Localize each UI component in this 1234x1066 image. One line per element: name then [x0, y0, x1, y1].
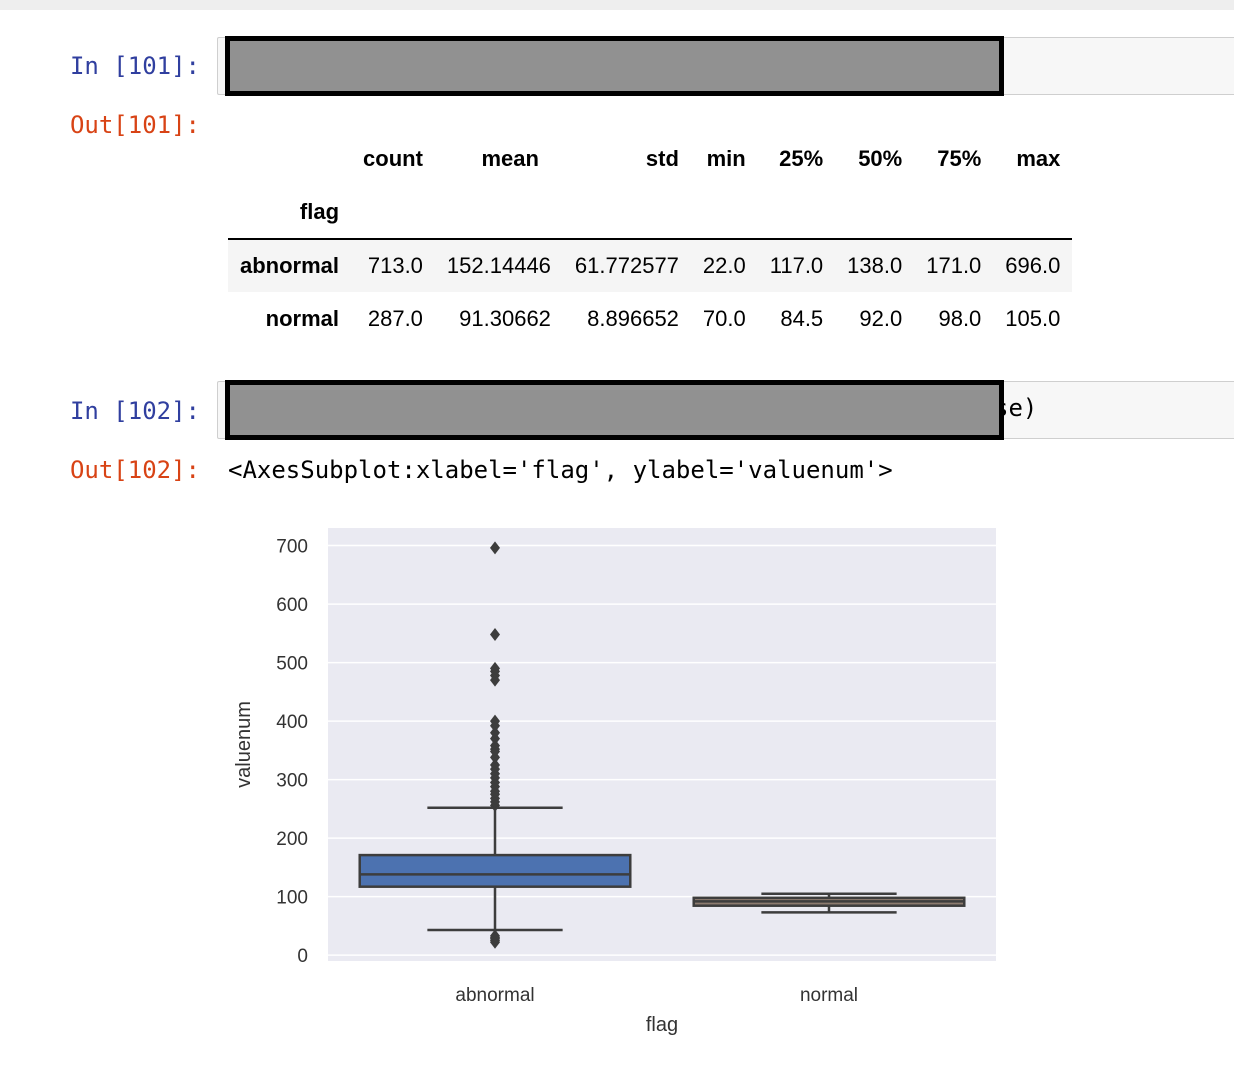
table-cell: 92.0 [859, 305, 903, 331]
boxplot-chart: 0 100 200 300 400 500 600 700 abnormal normal flag… [233, 528, 996, 1036]
y-axis-label: valuenum [233, 701, 255, 788]
x-axis-label: flag [646, 1014, 678, 1036]
table-corner [228, 132, 351, 186]
code-cell-101[interactable] [217, 36, 1234, 96]
outlier-point [490, 714, 500, 728]
outlier-point [490, 661, 500, 675]
input-prompt-102: In [102]: [69, 397, 200, 425]
table-cell: 713.0 [367, 253, 423, 278]
redacted-code-block [225, 380, 1004, 440]
outlier-point [490, 739, 500, 753]
table-cell: 8.896652 [587, 305, 679, 331]
column-header: mean [481, 146, 539, 171]
table-cell: 138.0 [847, 253, 903, 278]
table-cell: 696.0 [1005, 253, 1061, 278]
row-label: normal [265, 305, 340, 331]
plot-background [328, 528, 996, 961]
column-header: min [706, 146, 746, 171]
code-cell-102[interactable]: se) [217, 380, 1234, 440]
x-tick-label: abnormal [455, 985, 534, 1006]
table-cell: 84.5 [780, 305, 824, 331]
table-cell: 91.30662 [459, 305, 551, 331]
y-tick-label: 600 [276, 595, 308, 616]
notebook-top-strip [0, 0, 1234, 10]
table-cell: 152.14446 [446, 253, 551, 278]
y-tick-label: 700 [276, 537, 308, 558]
column-header: 50% [858, 146, 903, 171]
table-cell: 22.0 [702, 253, 746, 278]
output-prompt-102: Out[102]: [69, 456, 200, 484]
table-cell: 105.0 [1005, 305, 1061, 331]
axes-repr-output: <AxesSubplot:xlabel='flag', ylabel='valu… [228, 456, 893, 484]
describe-dataframe: count mean std min 25% 50% 75% max flag … [228, 132, 1073, 345]
table-header-row: count mean std min 25% 50% 75% max [228, 132, 1072, 186]
y-tick-label: 0 [297, 946, 308, 967]
row-label: abnormal [240, 253, 340, 278]
outlier-point [490, 627, 500, 641]
y-tick-label: 500 [276, 654, 308, 675]
redacted-code-block [225, 36, 1004, 96]
table-index-name-row: flag [228, 186, 1073, 239]
column-header: count [363, 146, 423, 171]
column-header: 75% [937, 146, 982, 171]
outlier-point [490, 929, 500, 943]
box-abnormal [358, 853, 632, 888]
index-name: flag [299, 199, 340, 224]
table-cell: 61.772577 [574, 253, 679, 278]
table-cell: 98.0 [938, 305, 982, 331]
table-row: abnormal 713.0 152.14446 61.772577 22.0 … [228, 239, 1073, 292]
input-prompt-101: In [101]: [69, 52, 200, 80]
y-tick-label: 100 [276, 888, 308, 909]
table-cell: 171.0 [926, 253, 982, 278]
output-prompt-101: Out[101]: [69, 111, 200, 139]
column-header: max [1016, 146, 1061, 171]
y-tick-label: 400 [276, 712, 308, 733]
outlier-point [490, 726, 500, 740]
table-cell: 117.0 [769, 253, 824, 278]
outlier-point [490, 541, 500, 555]
x-tick-label: normal [800, 985, 858, 1006]
column-header: 25% [779, 146, 824, 171]
column-header: std [645, 146, 679, 171]
table-cell: 287.0 [367, 305, 423, 331]
table-cell: 70.0 [702, 305, 746, 331]
y-tick-label: 300 [276, 771, 308, 792]
table-row: normal 287.0 91.30662 8.896652 70.0 84.5… [228, 292, 1072, 345]
y-tick-label: 200 [276, 829, 308, 850]
outlier-point [490, 758, 500, 772]
